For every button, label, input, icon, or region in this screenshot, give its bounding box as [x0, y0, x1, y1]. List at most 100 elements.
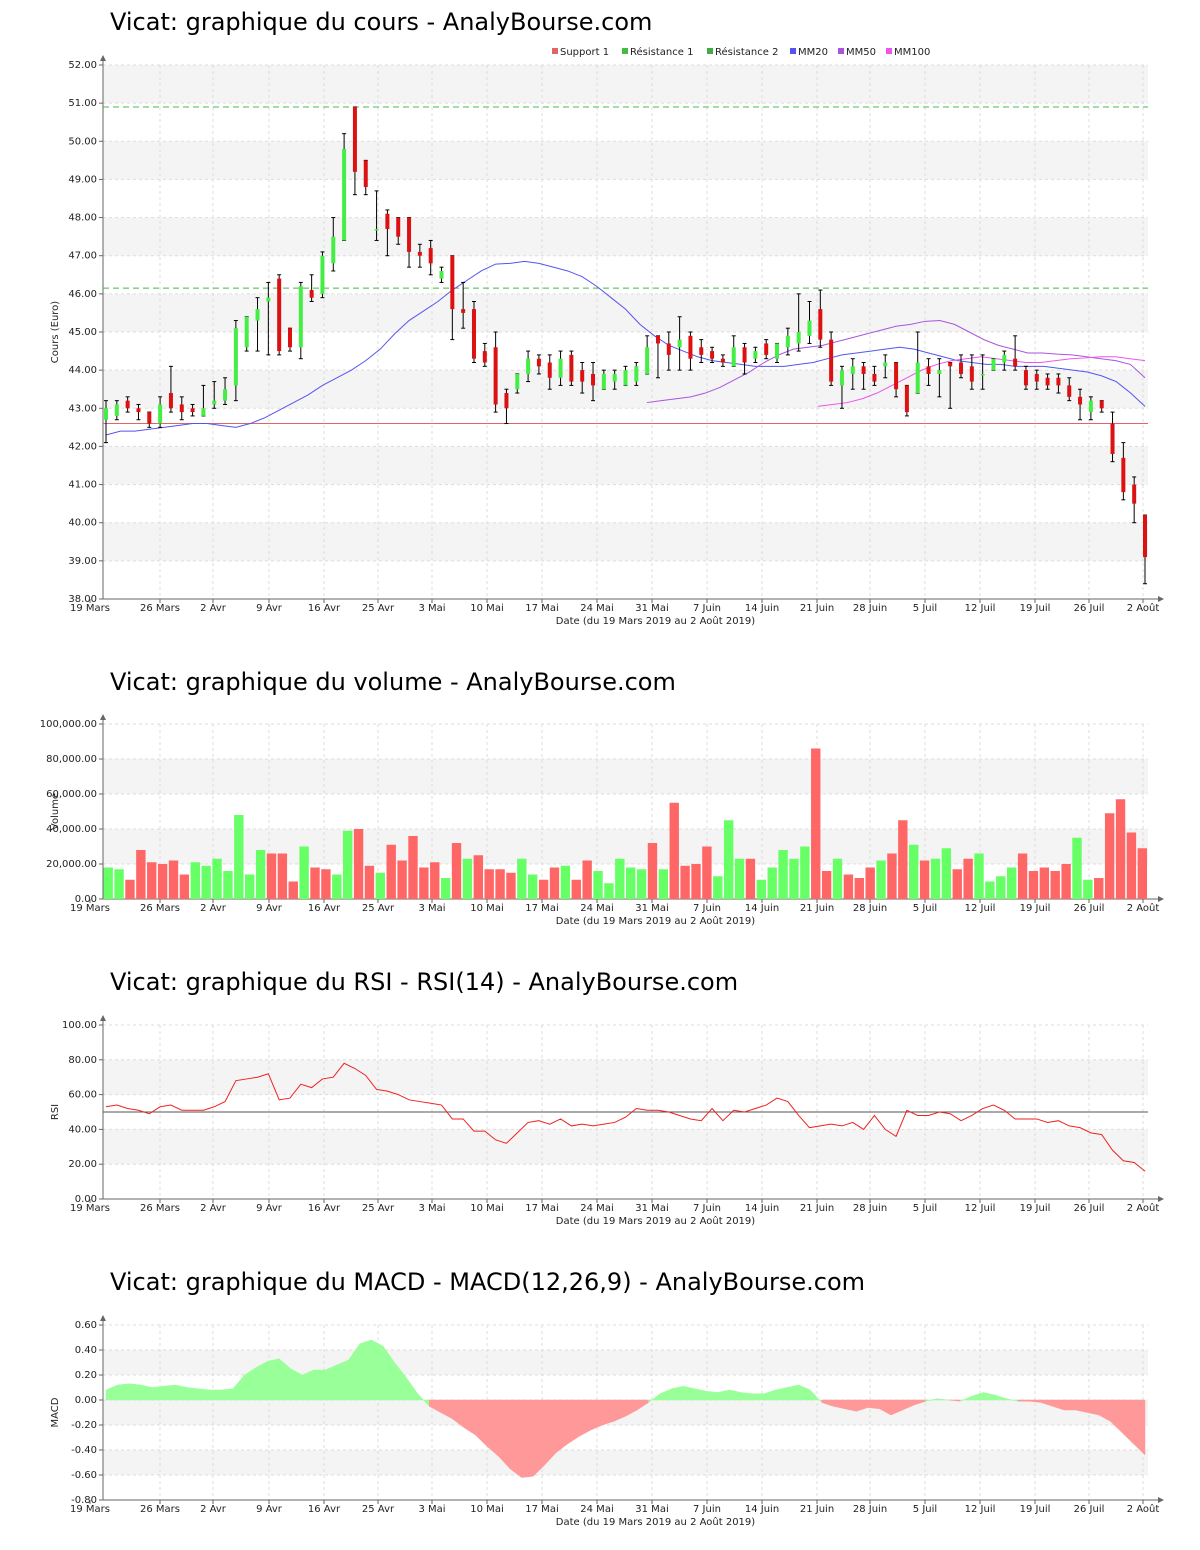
volume-bar — [1104, 813, 1115, 899]
candle-body — [158, 404, 163, 424]
candle-body — [1132, 484, 1137, 504]
volume-bar — [364, 865, 375, 899]
price-y-tick-label: 44.00 — [68, 365, 97, 376]
macd-area — [994, 1394, 1007, 1401]
candle-body — [331, 236, 336, 264]
macd-area — [659, 1388, 672, 1401]
volume-bar — [734, 858, 745, 899]
macd-area — [590, 1399, 603, 1431]
rsi-y-tick-label: 40.00 — [68, 1124, 97, 1135]
price-y-tick-label: 49.00 — [68, 174, 97, 185]
candle-body — [558, 358, 563, 378]
macd-area — [717, 1389, 730, 1401]
volume-bar — [1050, 871, 1060, 899]
rsi-y-tick-label: 0.00 — [75, 1194, 97, 1205]
macd-x-tick-label: 26 Mars — [140, 1504, 180, 1515]
macd-area — [682, 1385, 696, 1401]
volume-bar — [996, 876, 1006, 899]
macd-area — [567, 1399, 580, 1445]
candle-body — [363, 160, 368, 188]
macd-area — [498, 1399, 511, 1470]
macd-area — [221, 1388, 234, 1401]
candle-body — [1056, 377, 1061, 386]
legend-label: MM50 — [846, 47, 876, 58]
macd-x-tick-label: 17 Mai — [525, 1504, 558, 1515]
price-x-tick-label: 24 Mai — [580, 603, 613, 614]
macd-x-tick-label: 19 Mars — [70, 1504, 110, 1515]
macd-y-tick-label: 0.60 — [75, 1320, 97, 1331]
candle-body — [861, 366, 866, 374]
candle-body — [396, 217, 401, 237]
rsi-x-tick-label: 9 Avr — [256, 1203, 283, 1214]
volume-x-tick-label: 25 Avr — [362, 903, 395, 914]
candle-body — [850, 366, 855, 374]
candle-body — [623, 370, 628, 386]
volume-bar — [386, 844, 396, 899]
macd-area — [1087, 1399, 1100, 1416]
volume-bar — [299, 846, 309, 899]
candle-body — [796, 332, 801, 344]
mm50-line — [646, 320, 1146, 404]
candle-body — [677, 339, 682, 348]
price-x-tick-label: 19 Juil — [1020, 603, 1051, 614]
candle-body — [655, 335, 660, 344]
rsi-grid-band — [103, 1059, 1148, 1095]
candle-body — [601, 373, 606, 390]
macd-area — [752, 1393, 765, 1401]
volume-chart-title: Vicat: graphique du volume - AnalyBourse… — [110, 668, 676, 696]
volume-x-tick-label: 2 Avr — [200, 903, 227, 914]
volume-bar — [952, 869, 962, 899]
volume-bar — [430, 862, 440, 899]
rsi-x-tick-label: 3 Mai — [418, 1203, 445, 1214]
candle-body — [959, 362, 964, 374]
candle-body — [991, 358, 996, 371]
legend-swatch — [838, 48, 844, 54]
volume-bar — [473, 855, 483, 899]
candle-body — [212, 400, 217, 405]
rsi-x-tick-label: 24 Mai — [580, 1203, 613, 1214]
volume-bar — [1083, 879, 1093, 899]
volume-grid-band — [103, 759, 1148, 794]
candle-body — [244, 316, 249, 348]
volume-bar — [963, 858, 973, 899]
candle-body — [309, 290, 314, 298]
macd-x-tick-label: 21 Juin — [800, 1504, 834, 1515]
macd-y-tick-label: 0.40 — [75, 1345, 97, 1356]
volume-bar — [821, 871, 832, 899]
rsi-y-tick-label: 80.00 — [68, 1055, 97, 1066]
macd-area — [798, 1384, 811, 1401]
price-grid-band — [103, 141, 1148, 180]
rsi-y-axis-label: RSI — [50, 1104, 61, 1120]
volume-bar — [342, 830, 353, 899]
price-x-tick-label: 2 Août — [1127, 602, 1160, 614]
price-x-tick-label: 16 Avr — [308, 603, 341, 614]
legend-label: Résistance 1 — [630, 46, 693, 58]
volume-bar — [234, 815, 244, 899]
rsi-x-tick-label: 25 Avr — [362, 1203, 395, 1214]
macd-x-tick-label: 2 Août — [1127, 1503, 1160, 1515]
price-y-tick-label: 40.00 — [68, 518, 97, 529]
candle-body — [764, 343, 769, 355]
volume-bar — [288, 881, 298, 899]
mm20-line — [105, 260, 1146, 436]
candle-body — [720, 358, 725, 363]
candle-body — [136, 408, 141, 413]
candle-body — [298, 286, 303, 348]
volume-bar — [767, 867, 777, 899]
candle-body — [753, 351, 758, 359]
price-y-tick-label: 46.00 — [68, 289, 97, 300]
candle-body — [147, 412, 152, 424]
macd-x-tick-label: 24 Mai — [580, 1504, 613, 1515]
volume-bar — [1017, 853, 1028, 899]
macd-area — [1121, 1399, 1134, 1445]
price-x-tick-label: 21 Juin — [800, 603, 834, 614]
volume-bar — [854, 878, 864, 899]
volume-bar — [1006, 867, 1017, 899]
macd-area — [1133, 1399, 1146, 1456]
candle-body — [926, 366, 931, 374]
rsi-chart-title: Vicat: graphique du RSI - RSI(14) - Anal… — [110, 968, 739, 996]
macd-area — [706, 1390, 719, 1401]
volume-bar — [375, 872, 386, 899]
volume-bar — [549, 867, 560, 899]
macd-area — [555, 1399, 569, 1454]
